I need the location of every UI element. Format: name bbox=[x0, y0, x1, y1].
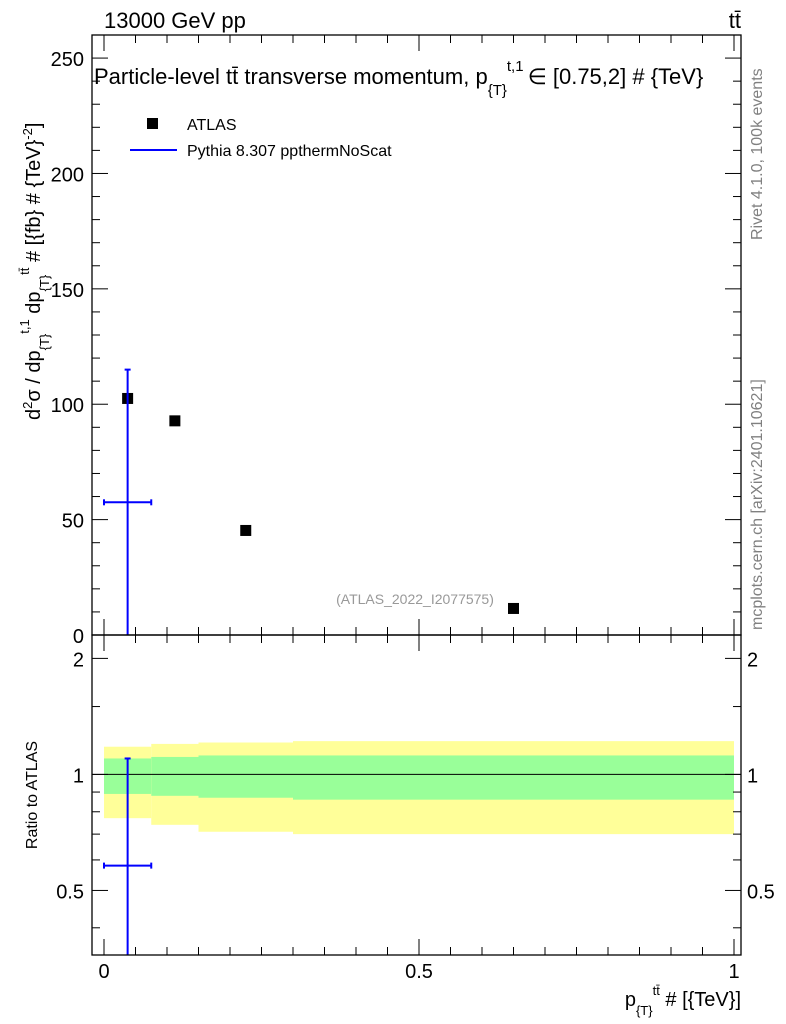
legend-atlas-marker bbox=[147, 118, 158, 129]
energy-label: 13000 GeV pp bbox=[104, 8, 246, 33]
ratio-y-axis-label: Ratio to ATLAS bbox=[24, 741, 41, 849]
ratio-y-tick-label: 2 bbox=[73, 649, 84, 671]
ratio-y-tick-label-right: 1 bbox=[747, 765, 758, 787]
ratio-data-layer bbox=[103, 757, 153, 955]
ratio-inner-band bbox=[198, 755, 293, 798]
atlas-data-point bbox=[169, 415, 181, 427]
main-panel: 0 50 100 150 200 250 (ATLAS_2022_I2077575) bbox=[51, 34, 742, 648]
rivet-label: Rivet 4.1.0, 100k events bbox=[749, 68, 766, 240]
main-y-tick-label: 0 bbox=[73, 626, 84, 648]
legend-pythia-label: Pythia 8.307 ppthermNoScat bbox=[187, 143, 392, 160]
ratio-ticks: 0.5 0.5 1 1 2 2 0 0.5 1 bbox=[56, 635, 775, 983]
atlas-data-point bbox=[508, 602, 519, 614]
legend: ATLAS Pythia 8.307 ppthermNoScat bbox=[130, 117, 392, 160]
atlas-data-point bbox=[240, 524, 252, 536]
x-tick-label: 0 bbox=[98, 961, 109, 983]
main-y-axis-label: d2σ / dp{T}t,1 dp{T}tt̄ # [{fb} # {TeV}-… bbox=[17, 123, 52, 420]
ratio-panel: 0.5 0.5 1 1 2 2 0 0.5 1 bbox=[56, 634, 775, 983]
ratio-frame bbox=[91, 634, 742, 956]
main-y-tick-label: 50 bbox=[62, 511, 84, 533]
ratio-y-tick-label-right: 0.5 bbox=[747, 881, 775, 903]
main-y-tick-label: 200 bbox=[51, 164, 84, 186]
ratio-inner-band bbox=[151, 756, 199, 796]
main-y-tick-label: 250 bbox=[51, 49, 84, 71]
ratio-y-tick-label: 0.5 bbox=[56, 881, 84, 903]
process-label: tt̄ bbox=[729, 8, 741, 33]
mcplots-label: mcplots.cern.ch [arXiv:2401.10621] bbox=[749, 379, 766, 630]
ratio-y-tick-label: 1 bbox=[73, 765, 84, 787]
ratio-bands bbox=[104, 741, 734, 835]
legend-atlas-label: ATLAS bbox=[187, 117, 237, 134]
main-data-layer bbox=[103, 368, 519, 635]
x-tick-label: 0.5 bbox=[405, 961, 433, 983]
main-y-ticks: 0 50 100 150 200 250 bbox=[51, 34, 741, 648]
x-tick-label: 1 bbox=[728, 961, 739, 983]
main-y-tick-label: 150 bbox=[51, 280, 84, 302]
x-axis-label: p{T}tt̄ # [{TeV}] bbox=[625, 983, 741, 1018]
analysis-watermark: (ATLAS_2022_I2077575) bbox=[336, 591, 494, 607]
main-x-ticks bbox=[103, 35, 735, 635]
ratio-inner-band bbox=[293, 755, 734, 800]
main-y-tick-label: 100 bbox=[51, 395, 84, 417]
ratio-y-tick-label-right: 2 bbox=[747, 649, 758, 671]
plot-title: Particle-level tt̄ transverse momentum, … bbox=[94, 58, 703, 99]
